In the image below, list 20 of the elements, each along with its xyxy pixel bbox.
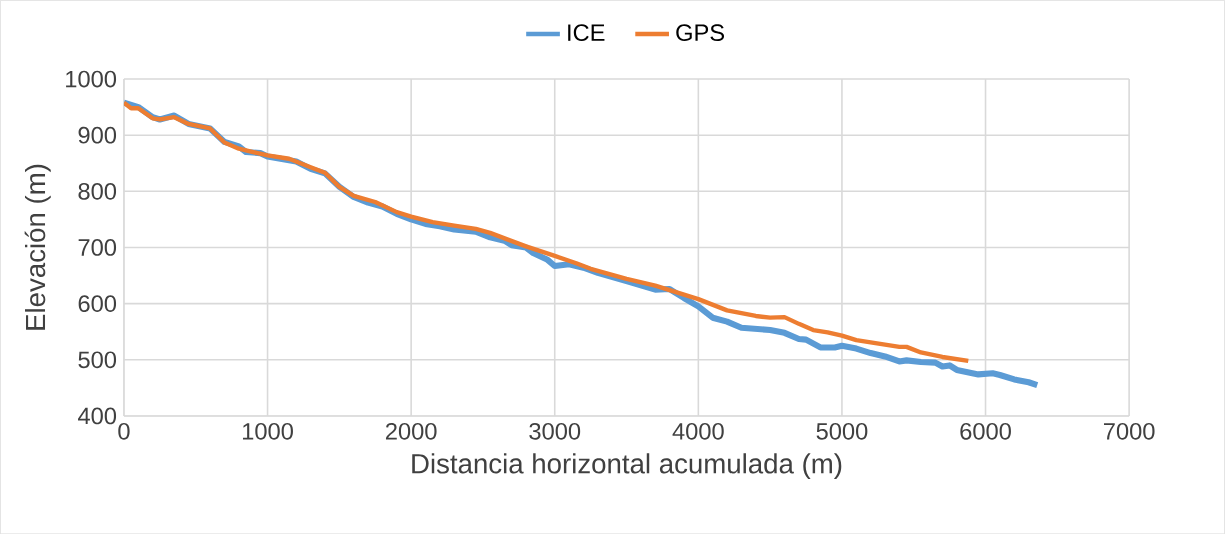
legend-label: ICE bbox=[568, 24, 605, 41]
x-tick-label: 3000 bbox=[529, 422, 581, 440]
x-tick-label: 2000 bbox=[385, 422, 437, 440]
y-tick-label: 800 bbox=[78, 182, 117, 200]
x-tick-label: 6000 bbox=[960, 422, 1011, 440]
y-tick-label: 700 bbox=[78, 238, 117, 256]
x-tick-label: 7000 bbox=[1103, 422, 1155, 440]
y-tick-label: 500 bbox=[78, 351, 117, 369]
y-axis-title: Elevación (m) bbox=[24, 164, 51, 330]
y-tick-label: 400 bbox=[78, 407, 117, 425]
y-tick-label: 900 bbox=[78, 126, 117, 144]
x-tick-label: 1000 bbox=[243, 422, 293, 440]
x-tick-label: 0 bbox=[118, 422, 130, 440]
x-axis-title: Distancia horizontal acumulada (m) bbox=[412, 453, 842, 479]
y-tick-label: 600 bbox=[78, 295, 117, 312]
x-tick-label: 5000 bbox=[816, 422, 868, 440]
line-series bbox=[123, 100, 971, 363]
y-tick-label: 1000 bbox=[66, 70, 117, 88]
x-tick-label: 4000 bbox=[672, 422, 724, 440]
legend-label: GPS bbox=[676, 24, 725, 41]
